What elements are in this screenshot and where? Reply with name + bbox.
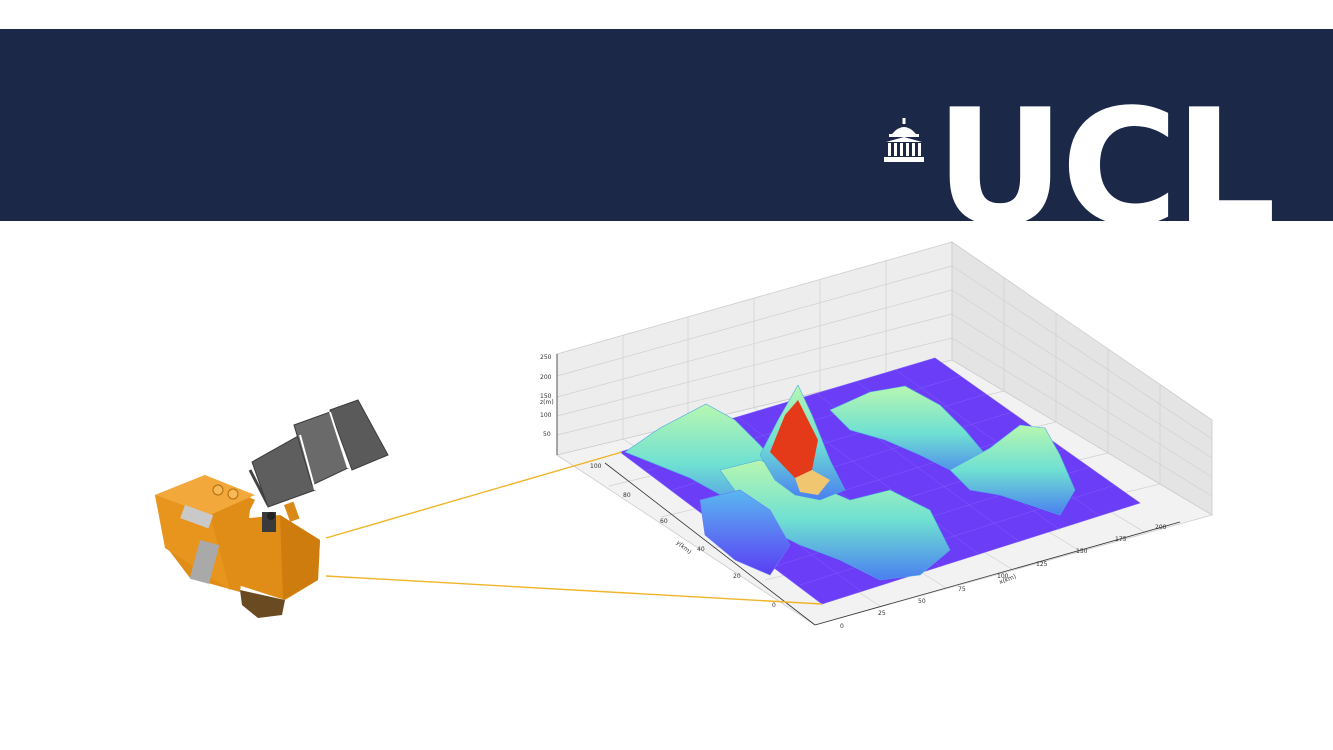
- header-banner: [0, 29, 1333, 221]
- sensor-beam: [325, 451, 823, 605]
- plot-3d: 250 200 150 100 50 z(m) 100 80 60 40 20 …: [540, 241, 1214, 630]
- ucl-logo: UCL: [935, 74, 1276, 261]
- x-tick: 150: [1076, 548, 1088, 555]
- elevation-surface: [619, 357, 1141, 605]
- x-tick: 25: [878, 610, 886, 617]
- z-axis-ticks: 250 200 150 100 50 z(m): [540, 354, 554, 438]
- y-tick: 80: [623, 492, 631, 499]
- z-tick: 100: [540, 412, 552, 419]
- hill-right: [949, 424, 1076, 516]
- x-tick: 100: [997, 573, 1009, 580]
- y-tick: 0: [772, 602, 776, 609]
- x-tick: 75: [958, 586, 966, 593]
- z-tick: 200: [540, 374, 552, 381]
- x-tick: 50: [918, 598, 926, 605]
- portico-icon: [884, 118, 924, 162]
- solar-panel-icon: [248, 399, 389, 508]
- axes: [556, 354, 1181, 626]
- y-tick: 20: [733, 573, 741, 580]
- satellite-icon: [155, 399, 389, 618]
- z-tick: 150: [540, 393, 552, 400]
- illustration: 250 200 150 100 50 z(m) 100 80 60 40 20 …: [155, 241, 1214, 630]
- y-tick: 100: [590, 463, 602, 470]
- y-tick: 40: [697, 546, 705, 553]
- z-tick: 250: [540, 354, 552, 361]
- y-tick: 60: [660, 518, 668, 525]
- x-tick: 200: [1155, 524, 1167, 531]
- x-tick: 175: [1115, 536, 1127, 543]
- peak-summit: [770, 400, 818, 478]
- hill-front-left: [699, 489, 791, 576]
- x-tick: 125: [1036, 561, 1048, 568]
- x-tick: 0: [840, 623, 844, 630]
- z-axis-label: z(m): [540, 399, 554, 406]
- z-tick: 50: [543, 431, 551, 438]
- peak-shoulder: [795, 470, 830, 495]
